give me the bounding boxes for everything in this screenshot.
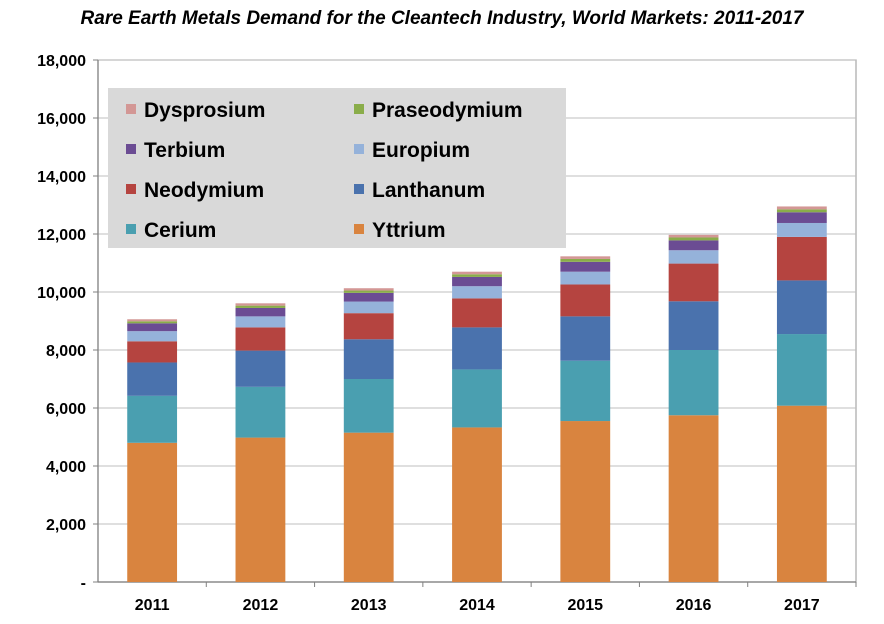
bar-segment-dysprosium-2016 [668,234,719,238]
bar-segment-europium-2011 [127,331,178,342]
bar-segment-europium-2017 [776,222,827,237]
bar-segment-terbium-2016 [668,240,719,251]
bar-segment-yttrium-2017 [776,405,827,582]
legend-swatch-dysprosium [126,104,136,114]
legend-label-praseodymium: Praseodymium [372,99,523,122]
bar-segment-yttrium-2015 [560,421,611,582]
legend-swatch-praseodymium [354,104,364,114]
bar-segment-terbium-2015 [560,261,611,272]
bar-segment-praseodymium-2011 [127,321,178,324]
bar-segment-lanthanum-2014 [452,327,502,370]
bar-segment-terbium-2014 [452,276,502,287]
bar-segment-praseodymium-2015 [560,258,611,262]
x-tick-label: 2012 [243,597,279,614]
bar-segment-europium-2012 [235,316,286,328]
bar-segment-lanthanum-2012 [235,350,286,387]
y-tick-label: 10,000 [37,285,86,302]
bar-segment-dysprosium-2014 [452,271,502,275]
y-tick-label: 4,000 [46,459,86,476]
bar-segment-lanthanum-2017 [776,280,827,335]
legend-label-dysprosium: Dysprosium [144,99,265,122]
bar-segment-terbium-2012 [235,307,286,317]
y-tick-label: 6,000 [46,401,86,418]
bar-segment-dysprosium-2015 [560,256,611,259]
bar-segment-praseodymium-2013 [343,290,394,293]
bar-segment-cerium-2017 [776,334,827,406]
bar-segment-terbium-2013 [343,292,394,302]
bar-segment-cerium-2012 [235,386,286,438]
y-tick-label: 12,000 [37,227,86,244]
legend-swatch-lanthanum [354,184,364,194]
bar-segment-europium-2014 [452,286,502,299]
legend-label-yttrium: Yttrium [372,219,446,242]
bar-segment-terbium-2017 [776,212,827,223]
bar-segment-praseodymium-2017 [776,209,827,213]
bar-segment-yttrium-2011 [127,442,178,582]
bar-segment-dysprosium-2013 [343,288,394,291]
bar-segment-cerium-2013 [343,379,394,433]
legend-swatch-yttrium [354,224,364,234]
bar-segment-dysprosium-2012 [235,303,286,306]
bar-segment-cerium-2011 [127,395,178,443]
bar-segment-lanthanum-2011 [127,362,178,396]
bar-segment-neodymium-2011 [127,341,178,363]
legend-label-neodymium: Neodymium [144,179,264,202]
x-tick-label: 2016 [676,597,712,614]
bar-segment-yttrium-2016 [668,415,719,582]
bar-segment-lanthanum-2013 [343,339,394,379]
y-tick-label: - [81,575,86,592]
x-tick-label: 2013 [351,597,387,614]
bar-segment-neodymium-2016 [668,263,719,302]
bar-segment-praseodymium-2012 [235,305,286,308]
y-tick-label: 14,000 [37,169,86,186]
legend-label-lanthanum: Lanthanum [372,179,485,202]
bar-segment-neodymium-2015 [560,284,611,317]
legend-label-europium: Europium [372,139,470,162]
bar-segment-lanthanum-2016 [668,301,719,350]
legend-swatch-europium [354,144,364,154]
legend [108,88,566,248]
bar-segment-yttrium-2014 [452,427,502,582]
legend-swatch-neodymium [126,184,136,194]
bar-segment-europium-2016 [668,250,719,264]
bar-segment-lanthanum-2015 [560,316,611,361]
y-tick-label: 16,000 [37,111,86,128]
legend-label-cerium: Cerium [144,219,216,242]
bar-segment-europium-2015 [560,271,611,285]
legend-swatch-terbium [126,144,136,154]
bar-segment-cerium-2016 [668,350,719,416]
bar-segment-europium-2013 [343,301,394,314]
legend-label-terbium: Terbium [144,139,225,162]
bar-segment-neodymium-2012 [235,327,286,351]
bar-segment-cerium-2014 [452,369,502,428]
y-tick-label: 8,000 [46,343,86,360]
bar-segment-praseodymium-2016 [668,237,719,241]
chart-title: Rare Earth Metals Demand for the Cleante… [80,8,804,29]
x-tick-label: 2014 [459,597,495,614]
bar-segment-praseodymium-2014 [452,274,502,277]
y-tick-label: 18,000 [37,53,86,70]
bar-segment-dysprosium-2017 [776,206,827,210]
bar-segment-neodymium-2013 [343,313,394,340]
bar-segment-yttrium-2012 [235,437,286,582]
x-tick-label: 2017 [784,597,820,614]
bar-segment-neodymium-2014 [452,298,502,328]
x-tick-label: 2011 [135,597,170,614]
legend-swatch-cerium [126,224,136,234]
bar-segment-yttrium-2013 [343,432,394,582]
bar-segment-terbium-2011 [127,323,178,332]
bar-segment-dysprosium-2011 [127,319,178,322]
y-tick-label: 2,000 [46,517,86,534]
bar-segment-cerium-2015 [560,360,611,422]
x-tick-label: 2015 [567,597,603,614]
bar-segment-neodymium-2017 [776,236,827,281]
